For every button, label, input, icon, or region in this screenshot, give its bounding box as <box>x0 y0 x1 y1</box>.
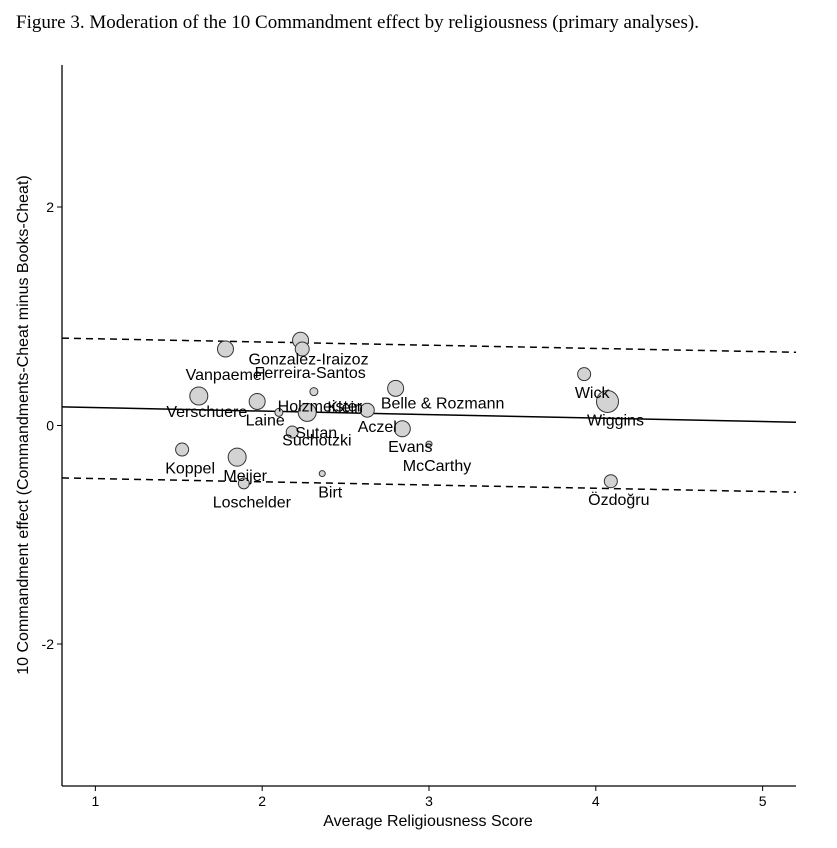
ci-lower-line <box>61 477 797 493</box>
point-label-11: Evans <box>388 439 432 456</box>
point-12 <box>425 440 433 448</box>
point-label-17: Wick <box>575 385 611 402</box>
point-label-13: Koppel <box>165 461 215 478</box>
point-19 <box>603 474 618 489</box>
point-6 <box>189 386 209 406</box>
point-5 <box>359 402 375 418</box>
point-label-5: Aczel <box>358 419 397 436</box>
x-axis-label: Average Religiousness Score <box>323 813 533 830</box>
x-tick-label-2: 3 <box>425 793 433 809</box>
point-14 <box>227 447 247 467</box>
point-label-4: Klein <box>327 399 363 416</box>
point-7 <box>248 392 266 410</box>
point-label-12: McCarthy <box>403 458 471 475</box>
figure-caption: Figure 3. Moderation of the 10 Commandme… <box>16 12 699 33</box>
point-label-6: Verschuere <box>166 404 247 421</box>
point-15 <box>237 477 250 490</box>
x-tick-label-4: 5 <box>759 793 767 809</box>
points-group <box>175 331 619 490</box>
point-1 <box>294 341 310 357</box>
y-tick-label-2: 2 <box>46 199 54 215</box>
axes-group: 1 2 3 4 5 -2 0 2 <box>42 65 796 809</box>
point-label-3: Holzmeister <box>278 399 363 416</box>
point-11 <box>393 420 411 438</box>
ci-upper-line <box>61 337 797 354</box>
point-10 <box>387 379 405 397</box>
lines-group <box>61 337 797 493</box>
x-tick-label-0: 1 <box>91 793 99 809</box>
point-16 <box>318 470 326 478</box>
point-3 <box>309 387 319 397</box>
point-label-7: Laine <box>246 412 285 429</box>
point-label-15: Loschelder <box>213 494 292 511</box>
point-9 <box>274 407 284 417</box>
y-tick-label-0: -2 <box>42 636 55 652</box>
point-label-18: Wiggins <box>587 412 644 429</box>
point-18 <box>595 389 619 413</box>
point-label-19: Özdoğru <box>588 491 649 509</box>
point-2 <box>216 340 234 358</box>
point-label-10: Belle & Rozmann <box>381 395 505 412</box>
point-label-8: Sutan <box>295 425 337 442</box>
point-13 <box>175 442 190 457</box>
y-axis-label: 10 Commandment effect (Commandments-Chea… <box>15 175 32 674</box>
point-label-9: Suchotzki <box>282 432 351 449</box>
point-8 <box>285 425 299 439</box>
point-4 <box>297 402 317 422</box>
labels-group: Gonzalez-IraizozFerreira-SantosVanpaemel… <box>165 351 649 511</box>
y-tick-label-1: 0 <box>46 418 54 434</box>
x-tick-label-1: 2 <box>258 793 266 809</box>
point-label-14: Meijer <box>223 468 267 485</box>
point-label-2: Vanpaemel <box>186 367 266 384</box>
regression-line <box>61 406 797 423</box>
x-tick-label-3: 4 <box>592 793 600 809</box>
point-label-1: Ferreira-Santos <box>255 365 366 382</box>
point-17 <box>577 367 592 382</box>
point-label-0: Gonzalez-Iraizoz <box>249 351 369 368</box>
point-label-16: Birt <box>318 485 343 502</box>
